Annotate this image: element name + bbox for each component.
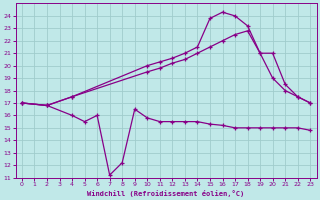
X-axis label: Windchill (Refroidissement éolien,°C): Windchill (Refroidissement éolien,°C) (87, 190, 245, 197)
